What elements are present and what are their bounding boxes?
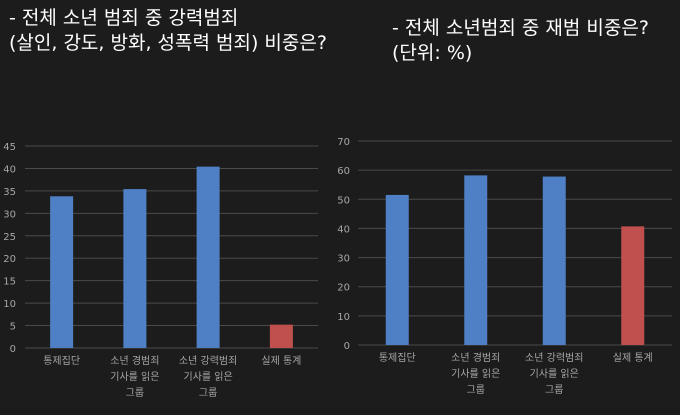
left-chart-y-tick-label: 0 (10, 344, 16, 355)
right-chart-category-label: 소년 강력범죄 (525, 352, 583, 364)
left-chart-category-label: 기사를 읽은 (110, 370, 159, 383)
right-chart-bar (385, 194, 409, 345)
left-chart-bar (196, 166, 220, 348)
left-chart-category-label: 그룹 (126, 387, 144, 399)
left-chart-y-tick-label: 35 (3, 187, 16, 198)
right-chart-category-label: 통제집단 (379, 352, 416, 364)
right-chart-category-label: 기사를 읽은 (451, 367, 500, 380)
left-chart-y-tick-label: 5 (10, 322, 16, 333)
left-chart-category-label: 소년 강력범죄 (179, 355, 237, 367)
right-chart-y-tick-label: 0 (344, 341, 350, 352)
left-chart-category-label: 통제집단 (43, 355, 80, 367)
right-chart-category-label: 소년 경범죄 (451, 351, 500, 364)
chart-title-left-line1: - 전체 소년 범죄 중 강력범죄 (9, 7, 239, 29)
left-chart-y-tick-label: 20 (3, 254, 16, 265)
left-chart-category-label: 소년 경범죄 (110, 354, 159, 367)
left-chart-y-tick-label: 40 (3, 164, 16, 175)
left-chart-bar (269, 324, 293, 348)
left-chart-bar (123, 189, 147, 348)
right-chart-y-tick-label: 10 (337, 312, 350, 323)
right-chart-y-tick-label: 70 (337, 137, 350, 148)
chart-title-right-line2: (단위: %) (392, 42, 473, 64)
right-chart-category-label: 그룹 (467, 384, 485, 396)
left-chart-y-tick-label: 45 (3, 142, 16, 153)
left-chart-y-tick-label: 25 (3, 232, 16, 243)
left-chart-category-label: 실제 통계 (261, 355, 301, 367)
chart-title-left: - 전체 소년 범죄 중 강력범죄 (살인, 강도, 방화, 성폭력 범죄) 비… (9, 6, 327, 56)
right-chart-bar (621, 226, 645, 345)
chart-title-right-line1: - 전체 소년범죄 중 재범 비중은? (392, 17, 649, 39)
left-chart-y-tick-label: 15 (3, 277, 16, 288)
right-chart-y-tick-label: 40 (337, 224, 350, 235)
left-chart-y-tick-label: 10 (3, 299, 16, 310)
right-chart-category-label: 기사를 읽은 (530, 367, 579, 380)
right-chart-y-tick-label: 60 (337, 166, 350, 177)
left-chart-y-tick-label: 30 (3, 209, 16, 220)
chart-title-right: - 전체 소년범죄 중 재범 비중은? (단위: %) (392, 16, 649, 66)
right-chart-bar (542, 176, 566, 345)
left-chart-category-label: 그룹 (199, 387, 217, 399)
right-chart-category-label: 실제 통계 (613, 352, 653, 364)
right-chart-y-tick-label: 50 (337, 195, 350, 206)
left-chart-bar (50, 196, 74, 348)
right-chart-category-label: 그룹 (545, 384, 563, 396)
right-chart-bar (464, 175, 488, 345)
right-chart-y-tick-label: 20 (337, 283, 350, 294)
chart-title-left-line2: (살인, 강도, 방화, 성폭력 범죄) 비중은? (9, 32, 327, 54)
right-chart-y-tick-label: 30 (337, 254, 350, 265)
left-chart-category-label: 기사를 읽은 (184, 370, 233, 383)
